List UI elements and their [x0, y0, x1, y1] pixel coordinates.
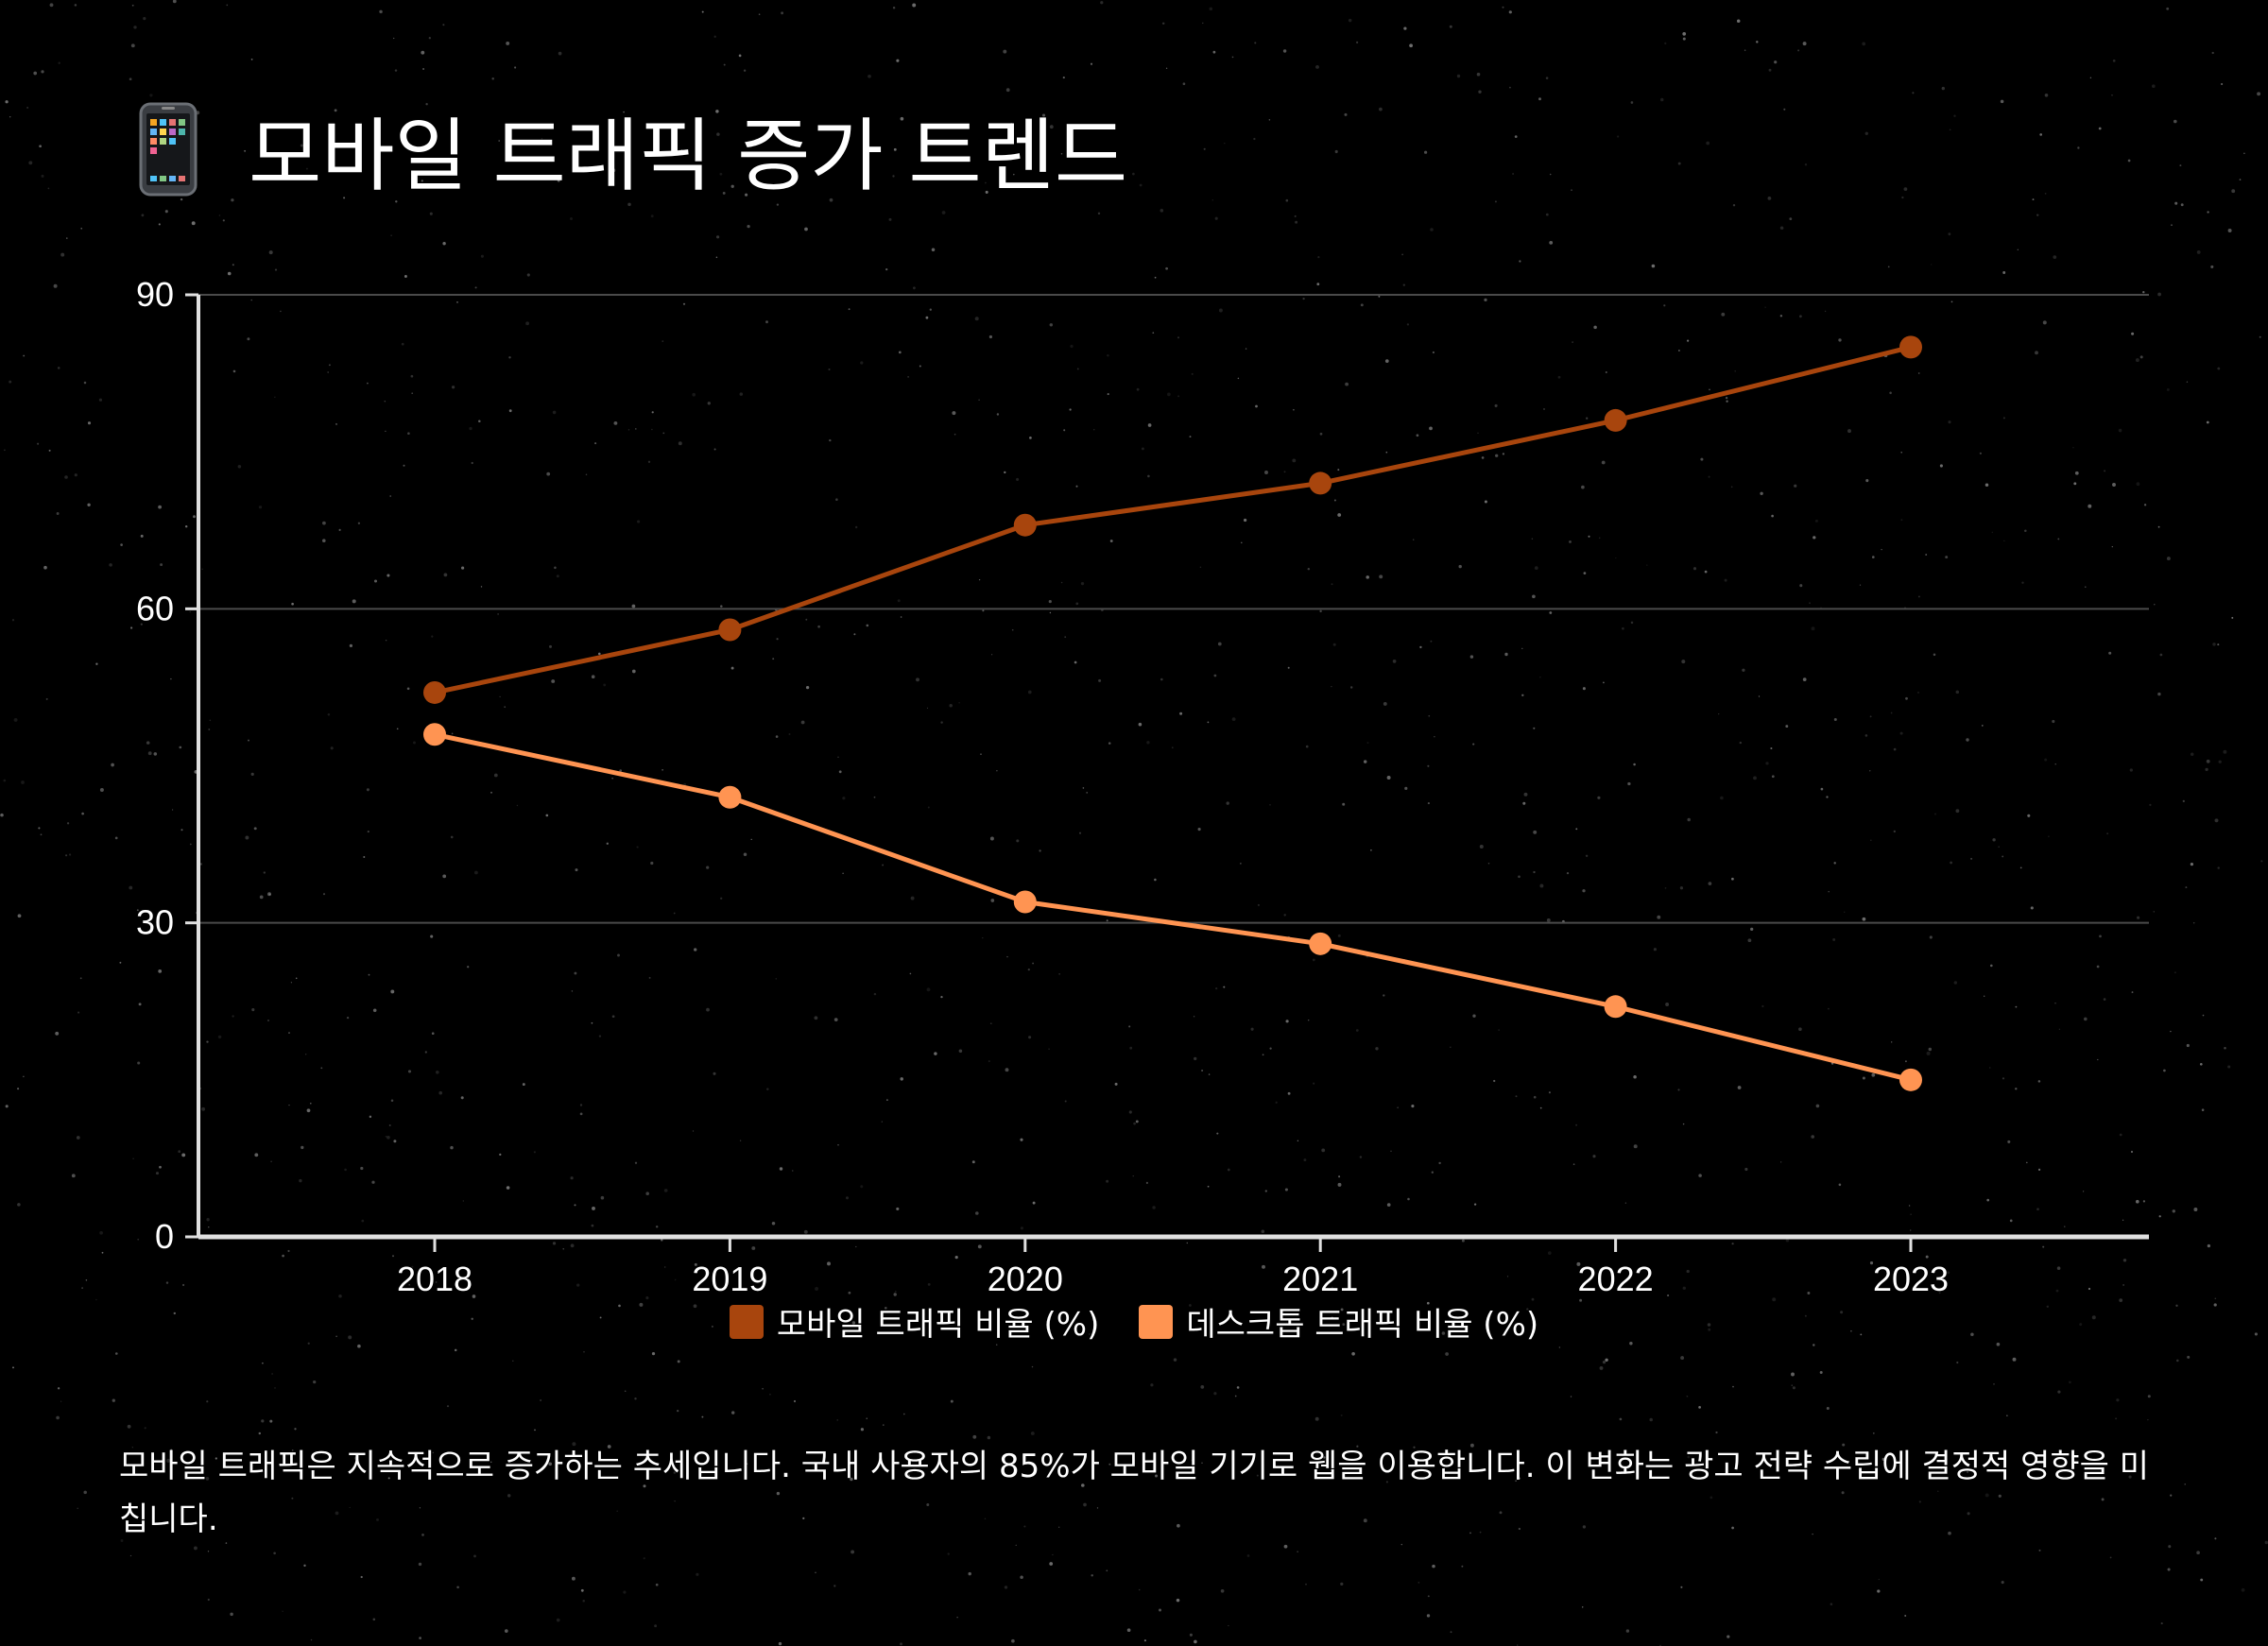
chart-legend: 모바일 트래픽 비율 (%) 데스크톱 트래픽 비율 (%)	[0, 1298, 2268, 1345]
legend-item-desktop[interactable]: 데스크톱 트래픽 비율 (%)	[1139, 1298, 1538, 1345]
legend-label-mobile: 모바일 트래픽 비율 (%)	[776, 1306, 1100, 1344]
chart-description: 모바일 트래픽은 지속적으로 증가하는 추세입니다. 국내 사용자의 85%가 …	[119, 1448, 2150, 1538]
data-point[interactable]	[718, 618, 742, 642]
data-point[interactable]	[718, 785, 742, 809]
series-line-0	[432, 344, 1914, 695]
y-tick-label: 90	[136, 275, 174, 314]
y-tick-label: 30	[136, 903, 174, 942]
series-line-1	[432, 731, 1914, 1083]
legend-label-desktop: 데스크톱 트래픽 비율 (%)	[1186, 1306, 1539, 1344]
legend-swatch-mobile	[729, 1304, 764, 1339]
x-tick-label: 2020	[988, 1260, 1063, 1298]
data-point[interactable]	[423, 680, 446, 704]
mobile-phone-icon	[139, 102, 198, 197]
data-point[interactable]	[1899, 1068, 1922, 1091]
data-point[interactable]	[423, 723, 446, 746]
x-tick-label: 2022	[1578, 1260, 1654, 1298]
legend-item-mobile[interactable]: 모바일 트래픽 비율 (%)	[729, 1298, 1100, 1345]
data-point[interactable]	[1604, 995, 1627, 1019]
legend-swatch-desktop	[1139, 1304, 1174, 1339]
x-tick-label: 2021	[1282, 1260, 1358, 1298]
data-point[interactable]	[1013, 890, 1037, 914]
data-point[interactable]	[1309, 472, 1332, 495]
page-title: 모바일 트래픽 증가 트렌드	[128, 83, 1127, 215]
data-point[interactable]	[1309, 932, 1332, 955]
data-point[interactable]	[1013, 513, 1037, 537]
y-tick-label: 60	[136, 589, 174, 627]
x-tick-label: 2018	[397, 1260, 472, 1298]
y-tick-label: 0	[155, 1217, 174, 1256]
data-point[interactable]	[1899, 335, 1922, 359]
data-point[interactable]	[1604, 408, 1627, 432]
x-tick-label: 2023	[1873, 1260, 1949, 1298]
page-title-text: 모바일 트래픽 증가 트렌드	[249, 109, 1128, 202]
x-tick-label: 2019	[692, 1260, 767, 1298]
